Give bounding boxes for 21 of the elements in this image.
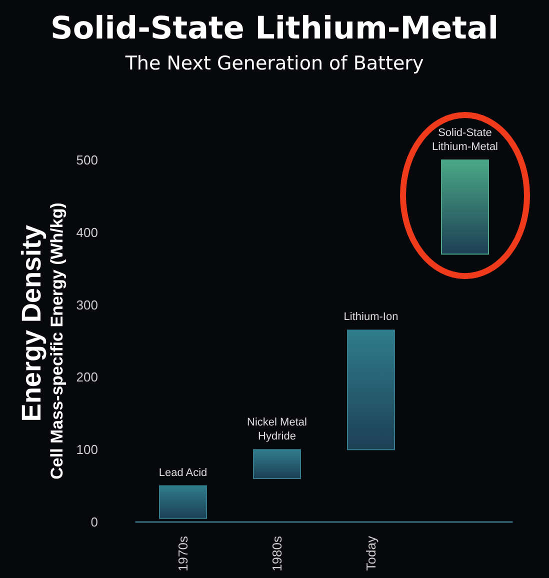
y-tick-label: 0 xyxy=(90,514,98,530)
bar xyxy=(253,449,301,480)
data-label: Solid-State Lithium-Metal xyxy=(432,127,498,153)
y-tick-label: 300 xyxy=(76,297,98,312)
x-tick-label: Today xyxy=(364,536,378,571)
x-tick-label: 1980s xyxy=(270,536,284,572)
text: Energy Density xyxy=(16,224,46,422)
y-tick-label: 100 xyxy=(76,442,98,458)
data-label: Nickel Metal Hydride xyxy=(247,416,307,443)
bar xyxy=(159,485,207,519)
chart-title: Solid-State Lithium-Metal xyxy=(50,10,499,46)
x-tick-label: 1970s xyxy=(176,536,190,572)
y-tick-label: 200 xyxy=(76,370,98,385)
y-tick-label: 400 xyxy=(76,224,98,240)
bar xyxy=(441,160,489,255)
data-label: Lithium-Ion xyxy=(344,311,398,324)
y-axis-title: Cell Mass-specific Energy (Wh/kg) xyxy=(47,202,66,480)
y-tick-label: 500 xyxy=(76,152,98,168)
chart-subtitle: The Next Generation of Battery xyxy=(124,52,424,74)
data-label: Lead Acid xyxy=(158,466,208,479)
bar xyxy=(347,330,395,450)
